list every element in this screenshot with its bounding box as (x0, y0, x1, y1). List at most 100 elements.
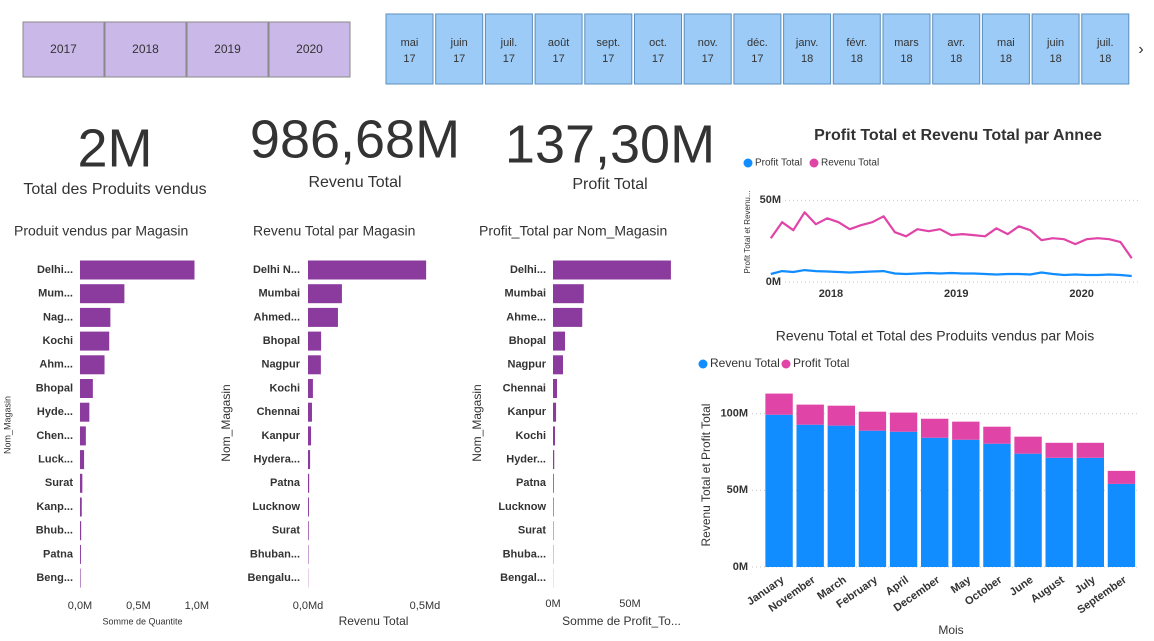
bar (80, 521, 82, 541)
bar-segment (1045, 457, 1073, 567)
bar (308, 379, 313, 398)
month-slicer-year: 17 (602, 53, 614, 65)
category-label: Luck... (38, 454, 73, 466)
month-slicer-button[interactable] (981, 13, 1030, 85)
year-slicer-label: 2017 (50, 42, 77, 56)
x-tick-label: 0,5M (126, 600, 150, 612)
bar-segment (765, 393, 793, 415)
x-axis-label: Mois (938, 623, 963, 637)
chart-title: Produit vendus par Magasin (14, 223, 188, 239)
bar (80, 307, 111, 327)
category-label: Hyder... (506, 454, 546, 466)
legend-marker (781, 359, 791, 369)
bar (80, 450, 85, 470)
bar-segment (889, 431, 918, 567)
month-slicer-button[interactable] (484, 13, 533, 85)
category-label: Kochi (515, 430, 546, 442)
bar-segment (952, 439, 980, 567)
card-value: 2M (77, 118, 152, 178)
bar (80, 544, 81, 564)
month-slicer-button[interactable] (385, 13, 434, 85)
category-label: Bhuban... (250, 548, 300, 560)
bar (80, 426, 86, 446)
bar (80, 331, 110, 351)
month-slicer-year: 18 (900, 53, 912, 65)
category-label: Kochi (42, 335, 73, 347)
bar (80, 355, 105, 375)
bar-segment (1014, 453, 1042, 567)
year-slicer-button[interactable] (104, 21, 187, 78)
month-slicer-year: 18 (1099, 53, 1111, 65)
series-line (769, 211, 1133, 259)
bar (308, 307, 338, 327)
month-slicer-month: juin (450, 37, 468, 49)
month-slicer-year: 18 (1049, 53, 1061, 65)
year-slicer-button[interactable] (268, 21, 351, 78)
bar (80, 260, 195, 280)
month-slicer-button[interactable] (534, 13, 583, 85)
chart-title: Profit Total et Revenu Total par Annee (814, 127, 1102, 144)
category-label: Ahm... (39, 359, 73, 371)
month-slicer-year: 18 (950, 53, 962, 65)
bar-segment (796, 424, 824, 567)
month-slicer-button[interactable] (932, 13, 981, 85)
y-axis-label: Nom_Magasin (219, 384, 233, 461)
slicer-next-arrow[interactable]: › (1138, 41, 1143, 58)
month-slicer-button[interactable] (1081, 13, 1130, 85)
legend-label: Revenu Total (710, 356, 780, 370)
year-slicer-label: 2018 (132, 42, 159, 56)
year-slicer-button[interactable] (186, 21, 269, 78)
bar-segment (858, 430, 887, 567)
month-slicer-month: avr. (947, 37, 965, 49)
bar (308, 426, 312, 446)
bar-segment (1076, 457, 1105, 567)
month-slicer-year: 17 (702, 53, 714, 65)
category-label: Chennai (257, 406, 300, 418)
month-slicer-button[interactable] (634, 13, 682, 85)
category-label: Mumbai (504, 288, 546, 300)
y-tick-label: 50M (727, 484, 748, 496)
bar-segment (920, 437, 949, 567)
month-slicer-button[interactable] (832, 13, 881, 85)
year-slicer-button[interactable] (22, 21, 105, 78)
category-label: Kochi (269, 382, 300, 394)
month-slicer-button[interactable] (882, 13, 931, 85)
month-slicer-month: déc. (747, 37, 768, 49)
bar (553, 402, 557, 422)
category-label: Bhopal (509, 335, 546, 347)
month-slicer-button[interactable] (683, 13, 732, 85)
month-slicer-button[interactable] (584, 13, 633, 85)
bar-segment (983, 426, 1011, 444)
bar-segment (796, 404, 824, 425)
month-slicer-month: juin (1046, 37, 1064, 49)
month-slicer-button[interactable] (435, 13, 484, 85)
category-label: Delhi... (510, 264, 546, 276)
month-slicer-button[interactable] (1031, 13, 1080, 85)
bar (80, 473, 83, 493)
bar (553, 473, 554, 493)
month-slicer-month: janv. (795, 37, 818, 49)
bar (308, 521, 309, 541)
month-slicer-button[interactable] (783, 13, 832, 85)
bar (553, 284, 584, 304)
bar-segment (827, 405, 856, 426)
x-tick-label: 0M (545, 598, 560, 610)
x-tick-label: 0,0Md (293, 600, 324, 612)
category-label: Surat (518, 525, 546, 537)
category-label: Bhuba... (503, 548, 546, 560)
month-slicer-month: oct. (649, 37, 667, 49)
y-tick-label: 0M (766, 276, 781, 288)
category-label: Mum... (38, 288, 73, 300)
bar (553, 426, 556, 446)
month-slicer-month: nov. (698, 37, 718, 49)
category-label: Ahme... (506, 311, 546, 323)
category-label: Delhi... (37, 264, 73, 276)
category-label: Bengal... (500, 572, 546, 584)
y-tick-label: 0M (733, 561, 748, 573)
bar (553, 497, 554, 517)
card-label: Profit Total (572, 176, 647, 193)
bar (308, 331, 322, 351)
bar (80, 568, 81, 588)
month-slicer-button[interactable] (733, 13, 782, 85)
